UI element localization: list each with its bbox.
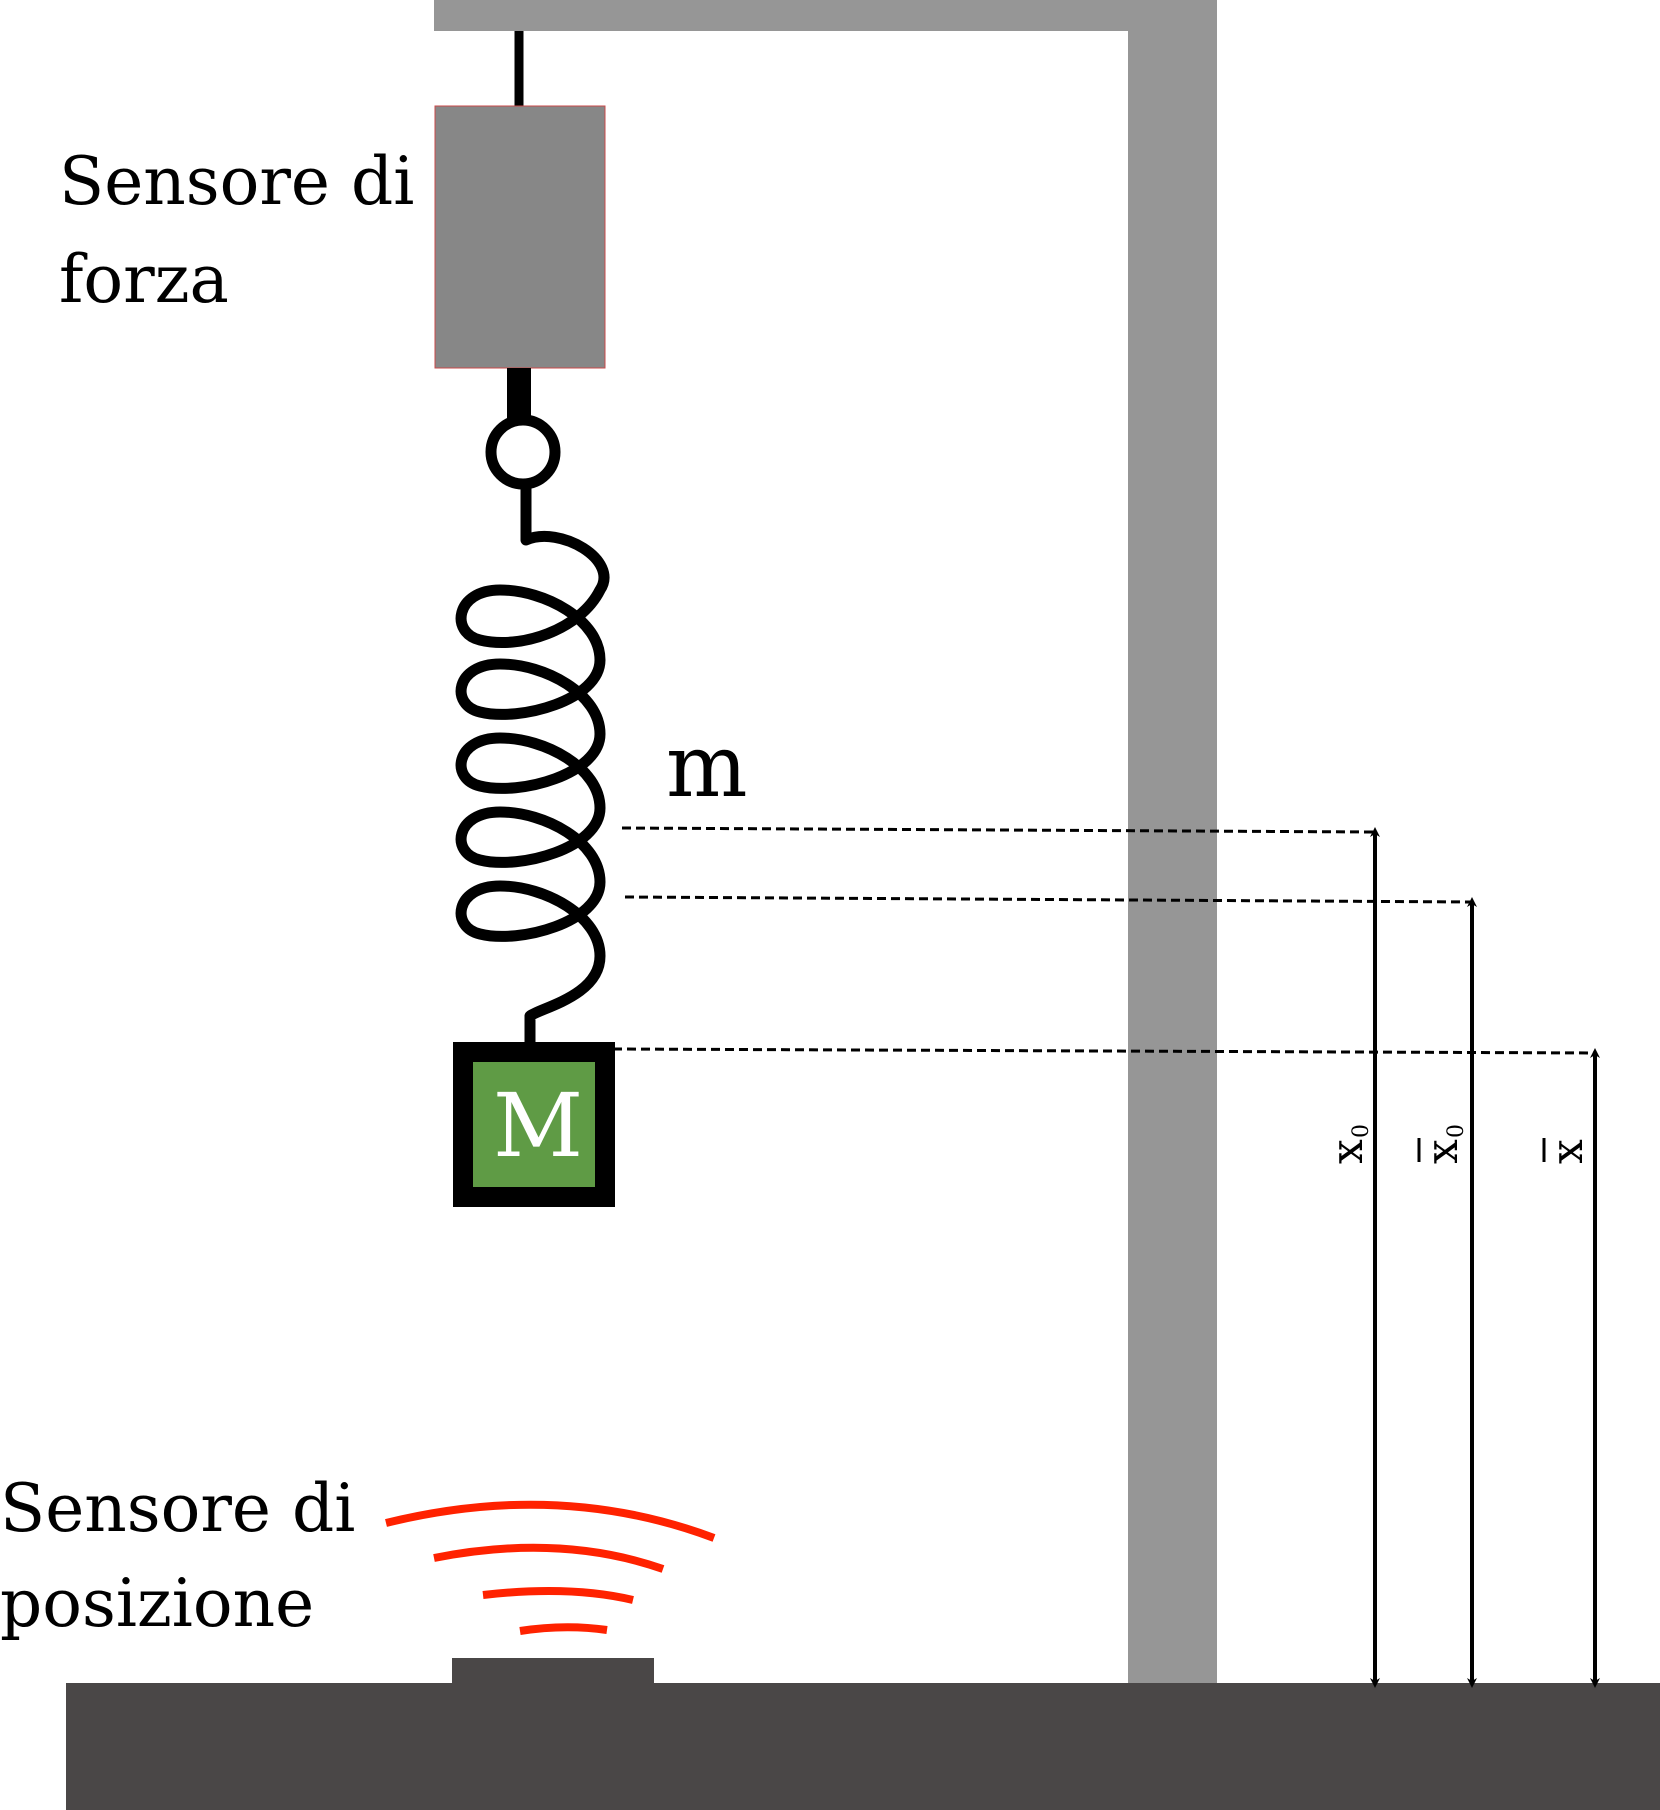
position-sensor-label-line1: Sensore di — [0, 1470, 355, 1547]
reference-lines — [612, 826, 1596, 1055]
dashed-line-x0-bar — [624, 895, 1473, 904]
label-x-bar: x — [1542, 1138, 1593, 1164]
position-sensor-label-line2: posizione — [0, 1565, 314, 1642]
mass-label: M — [493, 1074, 583, 1177]
label-x0-symbol: x — [1322, 1139, 1373, 1164]
label-x0-subscript: 0 — [1349, 1124, 1374, 1138]
label-x0: x 0 — [1322, 1124, 1374, 1164]
force-sensor-connector — [507, 368, 531, 422]
position-sensor-body — [452, 1658, 654, 1686]
spring-mass-label: m — [666, 717, 748, 817]
mass-block — [453, 1042, 615, 1207]
hook-ring — [485, 414, 561, 490]
force-sensor-label-line1: Sensore di — [59, 143, 414, 220]
spring — [455, 478, 610, 1052]
dashed-line-x-bar — [612, 1047, 1596, 1055]
force-sensor-label-line2: forza — [59, 241, 229, 318]
label-x0-bar-symbol: x — [1417, 1139, 1468, 1164]
wave-3 — [433, 1543, 665, 1573]
frame-top-beam — [434, 0, 1216, 31]
label-x0-bar: x 0 — [1417, 1124, 1469, 1164]
label-x-bar-symbol: x — [1542, 1139, 1593, 1164]
force-sensor-body — [434, 105, 606, 369]
wave-1 — [519, 1623, 608, 1635]
frame-vertical-post — [1128, 0, 1217, 1690]
position-sensor-waves — [385, 1500, 716, 1635]
measurement-arrows — [1370, 827, 1600, 1688]
dashed-line-x0 — [621, 826, 1376, 834]
wave-2 — [482, 1587, 634, 1604]
wave-4 — [385, 1500, 716, 1542]
label-x0-bar-subscript: 0 — [1444, 1124, 1469, 1138]
base-platform — [66, 1683, 1660, 1810]
